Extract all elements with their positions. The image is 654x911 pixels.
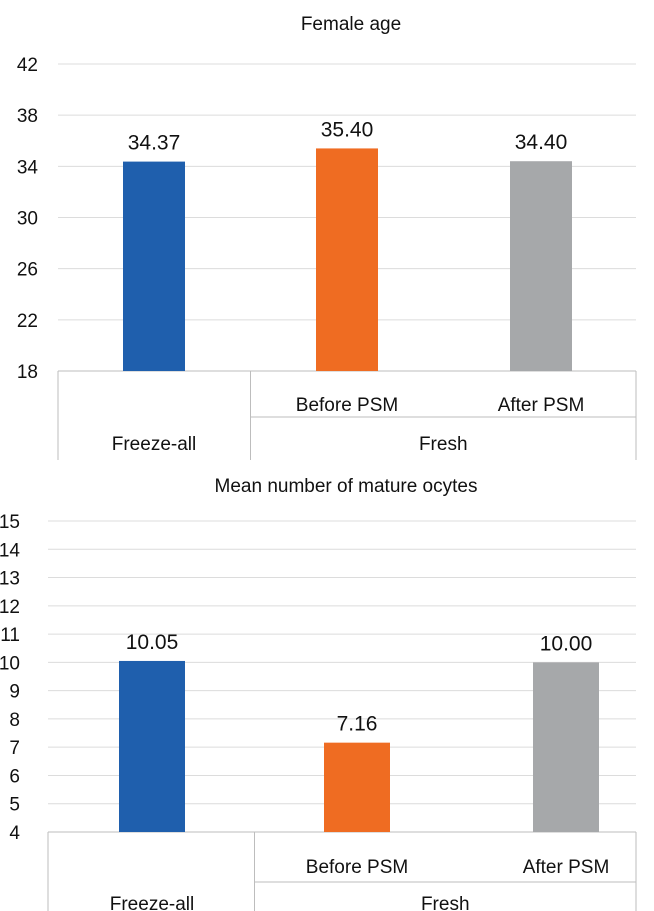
y-tick-label: 10 bbox=[0, 653, 20, 674]
y-tick-label: 30 bbox=[17, 209, 38, 230]
bar-after-psm bbox=[533, 662, 599, 832]
y-tick-label: 9 bbox=[9, 682, 20, 703]
y-tick-label: 4 bbox=[9, 823, 20, 844]
x-group-label: Fresh bbox=[421, 894, 470, 911]
data-label: 35.40 bbox=[321, 118, 374, 141]
x-group-label: Freeze-all bbox=[112, 434, 196, 455]
x-category-label: Before PSM bbox=[296, 395, 398, 416]
x-category-label: Before PSM bbox=[306, 857, 408, 878]
x-category-label: After PSM bbox=[523, 857, 610, 878]
y-tick-label: 13 bbox=[0, 569, 20, 590]
y-tick-label: 42 bbox=[17, 55, 38, 76]
y-tick-label: 7 bbox=[9, 738, 20, 759]
bar-after-psm bbox=[510, 161, 572, 371]
data-label: 10.05 bbox=[126, 631, 179, 654]
y-tick-label: 6 bbox=[9, 766, 20, 787]
y-tick-label: 26 bbox=[17, 260, 38, 281]
y-tick-label: 15 bbox=[0, 512, 20, 533]
x-group-label: Freeze-all bbox=[110, 894, 194, 911]
y-tick-label: 22 bbox=[17, 311, 38, 332]
x-category-label: After PSM bbox=[498, 395, 585, 416]
y-tick-label: 11 bbox=[0, 625, 20, 646]
chart-1: Female age 18 22 26 30 34 38 42 34.37 35.40 34.40 B… bbox=[17, 14, 637, 460]
y-tick-label: 38 bbox=[17, 106, 38, 127]
bar-before-psm bbox=[324, 742, 390, 832]
data-label: 34.37 bbox=[128, 132, 181, 155]
y-tick-label: 14 bbox=[0, 540, 20, 561]
chart-title: Female age bbox=[301, 14, 401, 35]
x-group-label: Fresh bbox=[419, 434, 468, 455]
bar-freeze-all bbox=[119, 660, 185, 832]
bar-freeze-all bbox=[123, 161, 185, 371]
y-tick-label: 5 bbox=[9, 795, 20, 816]
data-label: 7.16 bbox=[337, 713, 378, 736]
y-tick-label: 18 bbox=[17, 362, 38, 383]
data-label: 10.00 bbox=[540, 632, 593, 655]
y-tick-label: 8 bbox=[9, 710, 20, 731]
chart-title: Mean number of mature ocytes bbox=[215, 476, 478, 497]
chart-2: Mean number of mature ocytes 4 5 6 7 8 9 10 11 12… bbox=[0, 476, 637, 911]
bar-before-psm bbox=[316, 148, 378, 371]
y-tick-label: 34 bbox=[17, 157, 39, 178]
y-tick-label: 12 bbox=[0, 597, 20, 618]
data-label: 34.40 bbox=[515, 131, 568, 154]
